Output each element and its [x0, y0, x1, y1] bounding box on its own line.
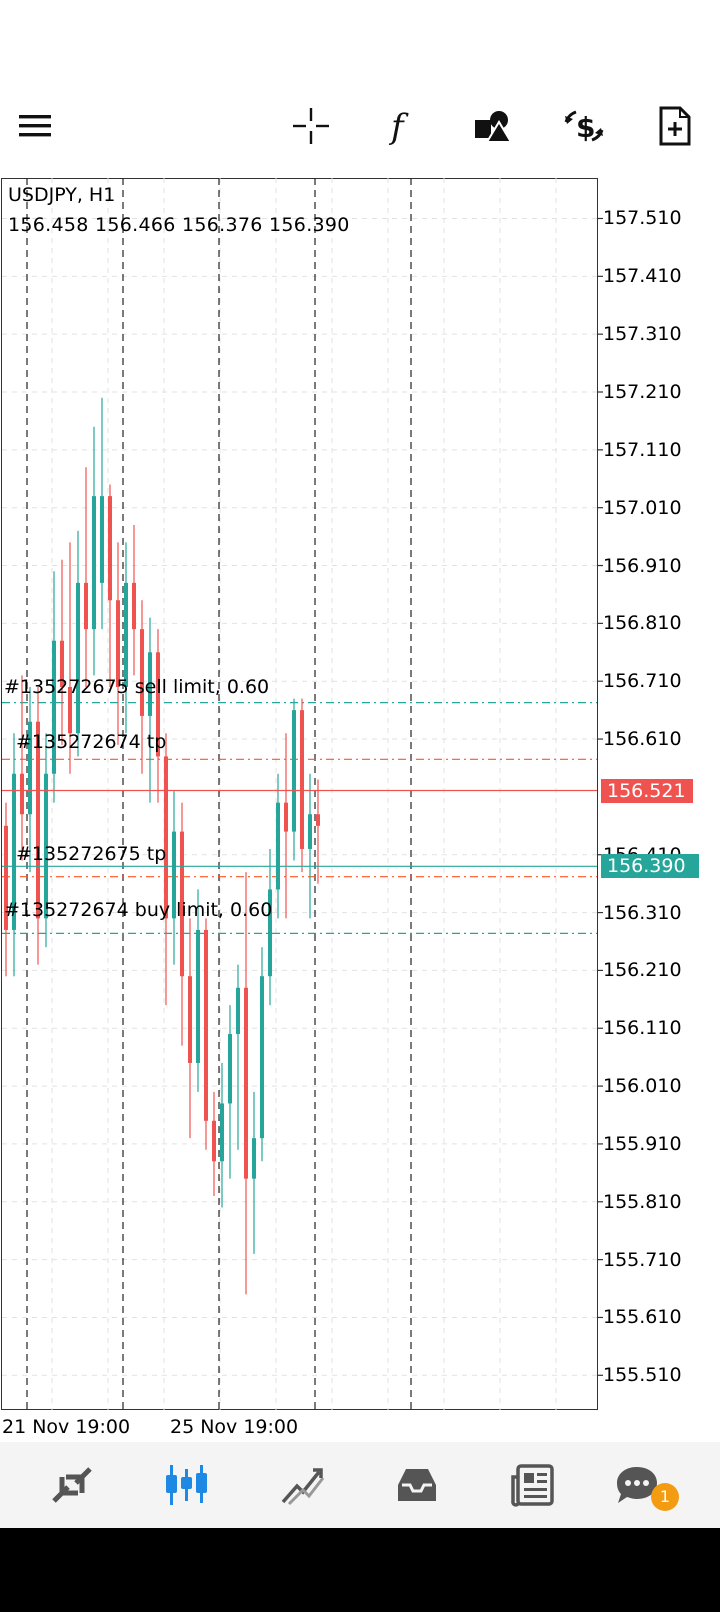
price-tick-label: 155.810 [603, 1190, 682, 1213]
notification-badge: 1 [651, 1483, 679, 1511]
top-toolbar: f $ [0, 88, 720, 164]
price-tick-label: 156.910 [603, 554, 682, 577]
candle-body [12, 773, 16, 930]
price-tick-label: 156.110 [603, 1017, 682, 1040]
chart-icon[interactable] [142, 1442, 232, 1528]
candle-body [316, 814, 320, 826]
symbol-title: USDJPY, H1 [8, 184, 116, 206]
candle-body [156, 652, 160, 757]
function-icon[interactable]: f [372, 88, 432, 164]
candle-body [148, 652, 152, 716]
candle-body [60, 640, 64, 687]
ask-price-tag: 156.521 [601, 778, 693, 803]
ohlc-values: 156.458 156.466 156.376 156.390 [8, 214, 350, 236]
candle-body [92, 496, 96, 630]
news-icon[interactable] [488, 1442, 578, 1528]
price-tick-label: 157.510 [603, 207, 682, 230]
candle-body [260, 976, 264, 1139]
candle-body [284, 802, 288, 832]
candle-body [172, 831, 176, 919]
trade-icon[interactable] [257, 1442, 347, 1528]
candlestick-chart[interactable] [0, 0, 720, 1442]
tp-order-label-675[interactable]: #135272675 tp [16, 843, 167, 865]
quotes-icon[interactable] [27, 1442, 117, 1528]
price-tick-label: 156.710 [603, 670, 682, 693]
candle-body [4, 825, 8, 930]
candle-body [204, 929, 208, 1121]
candle-body [228, 1034, 232, 1104]
time-label-1: 21 Nov 19:00 [2, 1416, 131, 1438]
price-tick-label: 156.810 [603, 612, 682, 635]
svg-text:$: $ [576, 111, 595, 144]
price-tick-label: 156.310 [603, 901, 682, 924]
price-tick-label: 156.610 [603, 728, 682, 751]
candle-body [84, 582, 88, 630]
candle-body [44, 773, 48, 919]
candle-body [300, 710, 304, 849]
candle-body [244, 987, 248, 1179]
candle-body [28, 721, 32, 815]
buy-limit-order-label[interactable]: #135272674 buy limit, 0.60 [4, 899, 273, 921]
price-tick-label: 155.910 [603, 1132, 682, 1155]
sell-limit-order-label[interactable]: #135272675 sell limit, 0.60 [4, 676, 270, 698]
price-tick-label: 157.310 [603, 323, 682, 346]
bottom-navigation: 1 [0, 1442, 720, 1528]
price-tick-label: 155.710 [603, 1248, 682, 1271]
candle-body [268, 889, 272, 977]
price-tick-label: 155.610 [603, 1306, 682, 1329]
objects-icon[interactable] [463, 88, 523, 164]
price-tick-label: 157.110 [603, 438, 682, 461]
candle-body [308, 814, 312, 849]
candle-body [140, 629, 144, 716]
candle-body [68, 686, 72, 734]
candle-body [132, 582, 136, 630]
system-navigation-bar [0, 1528, 720, 1612]
chart-area[interactable] [1, 178, 598, 1410]
price-tick-label: 157.410 [603, 265, 682, 288]
candle-body [100, 496, 104, 583]
candle-body [124, 582, 128, 687]
price-tick-label: 156.010 [603, 1075, 682, 1098]
messages-icon[interactable] [592, 1442, 682, 1528]
bid-price-tag: 156.390 [601, 854, 699, 879]
candle-body [116, 600, 120, 687]
candle-body [252, 1138, 256, 1179]
candle-body [20, 773, 24, 815]
candle-body [220, 1103, 224, 1162]
candle-body [108, 496, 112, 601]
menu-icon[interactable] [5, 88, 65, 164]
candle-body [76, 582, 80, 734]
tp-order-label-674[interactable]: #135272674 tp [16, 731, 167, 753]
candle-body [180, 831, 184, 977]
time-label-2: 25 Nov 19:00 [170, 1416, 299, 1438]
new-document-icon[interactable] [645, 88, 705, 164]
history-icon[interactable] [372, 1442, 462, 1528]
price-tick-label: 157.010 [603, 496, 682, 519]
candle-body [212, 1120, 216, 1162]
candle-body [236, 987, 240, 1035]
candle-body [36, 721, 40, 919]
candle-body [164, 756, 168, 919]
candle-body [196, 929, 200, 1063]
price-tick-label: 155.510 [603, 1364, 682, 1387]
candle-body [52, 640, 56, 774]
candle-body [292, 710, 296, 832]
price-tick-label: 156.210 [603, 959, 682, 982]
candle-body [188, 976, 192, 1063]
dollar-refresh-icon[interactable]: $ [554, 88, 614, 164]
crosshair-icon[interactable] [281, 88, 341, 164]
candle-body [276, 802, 280, 890]
price-tick-label: 157.210 [603, 381, 682, 403]
